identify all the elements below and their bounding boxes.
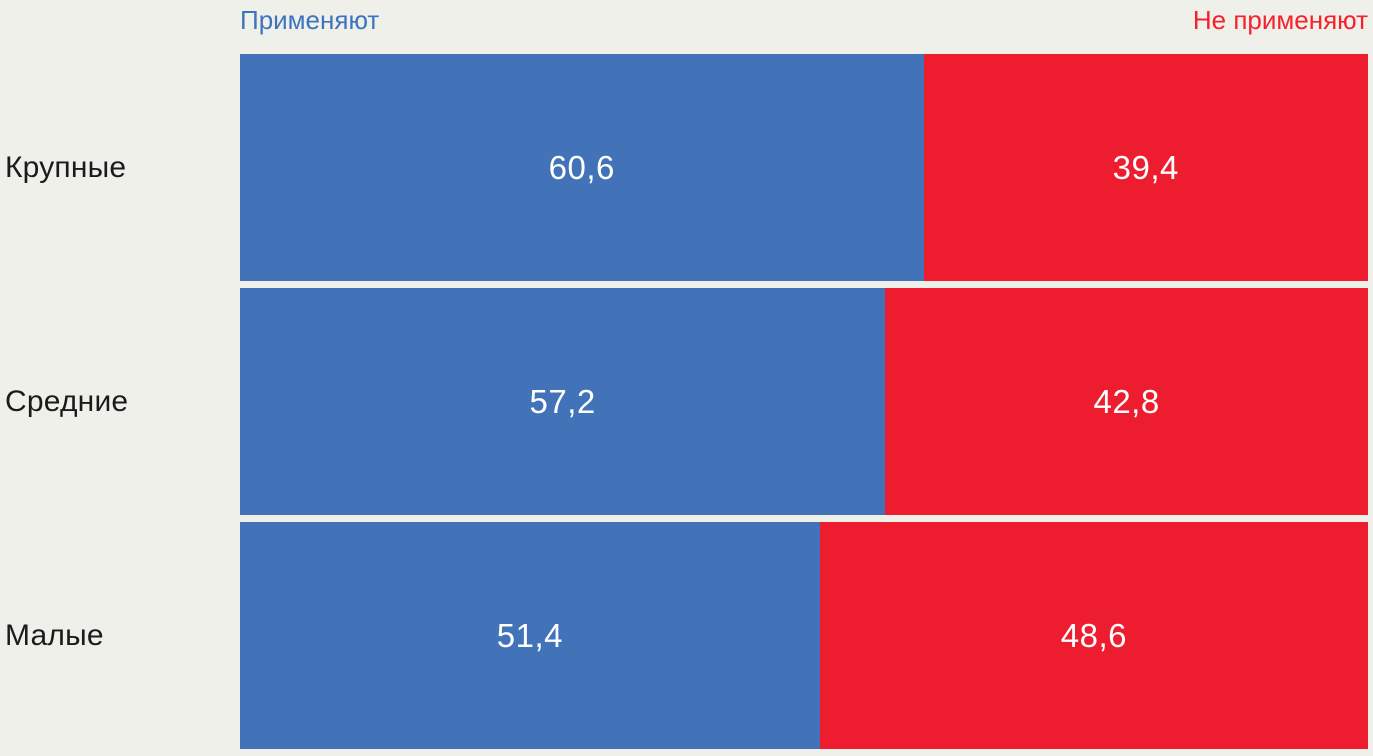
stacked-bar: 57,2 42,8 — [240, 288, 1368, 515]
bar-row-medium: Средние 57,2 42,8 — [0, 288, 1368, 515]
bar-segment-not-apply: 39,4 — [923, 54, 1368, 281]
bar-segment-not-apply: 42,8 — [885, 288, 1368, 515]
legend: Применяют Не применяют — [0, 0, 1373, 54]
bar-segment-apply: 51,4 — [240, 522, 820, 749]
value-label: 39,4 — [1112, 148, 1179, 186]
bar-row-large: Крупные 60,6 39,4 — [0, 54, 1368, 281]
legend-item-apply: Применяют — [240, 5, 380, 35]
stacked-bar: 60,6 39,4 — [240, 54, 1368, 281]
bar-segment-apply: 60,6 — [240, 54, 924, 281]
stacked-bar: 51,4 48,6 — [240, 522, 1368, 749]
value-label: 51,4 — [496, 616, 563, 654]
bar-row-small: Малые 51,4 48,6 — [0, 522, 1368, 749]
category-label: Крупные — [5, 150, 127, 184]
category-label: Малые — [5, 618, 104, 652]
value-label: 48,6 — [1060, 616, 1127, 654]
category-label: Средние — [5, 384, 129, 418]
legend-item-not-apply: Не применяют — [1192, 5, 1368, 35]
bar-segment-not-apply: 48,6 — [819, 522, 1368, 749]
value-label: 42,8 — [1093, 382, 1160, 420]
bar-rows: Крупные 60,6 39,4 Средние 57,2 42,8 — [0, 54, 1373, 749]
value-label: 60,6 — [548, 148, 615, 186]
bar-segment-apply: 57,2 — [240, 288, 886, 515]
value-label: 57,2 — [529, 382, 596, 420]
